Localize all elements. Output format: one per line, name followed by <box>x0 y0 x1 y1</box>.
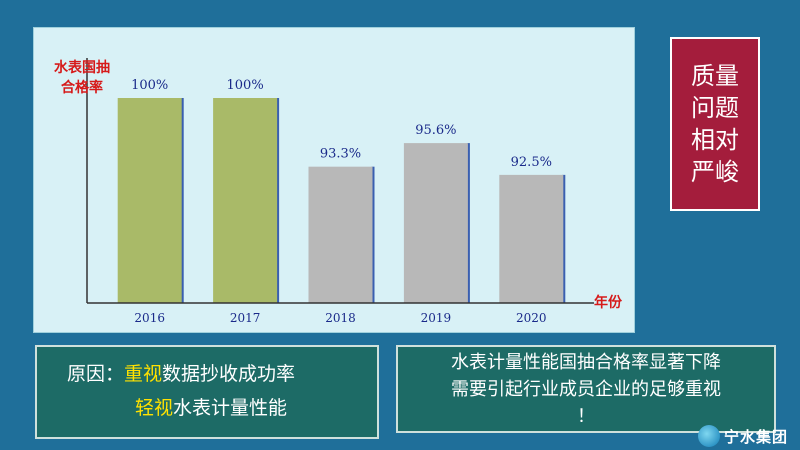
reason-highlight-1: 重视 <box>124 363 163 385</box>
reason-line-2: 轻视水表计量性能 <box>135 393 287 420</box>
reason-prefix: 原因： <box>67 363 125 385</box>
bar-2018 <box>308 166 373 303</box>
reason-text-2: 水表计量性能 <box>173 397 288 419</box>
quality-note-text: 质量 问题 相对 严峻 <box>691 62 739 186</box>
bar-2017 <box>213 98 278 303</box>
reason-highlight-2: 轻视 <box>135 397 174 419</box>
chart-panel: 100% 2016 100% 2017 93.3% 2018 95.6% 2019 92.5% 2… <box>33 27 635 333</box>
bar-edge-2017 <box>276 98 280 303</box>
bar-edge-2018 <box>371 166 375 303</box>
x-tick-label-2019: 2019 <box>421 311 452 325</box>
conclusion-text: 水表计量性能国抽合格率显著下降 需要引起行业成员企业的足够重视 ！ <box>451 351 721 427</box>
bar-value-label-2016: 100% <box>131 78 168 93</box>
bar-chart: 100% 2016 100% 2017 93.3% 2018 95.6% 2019 92.5% 2… <box>86 58 594 325</box>
bar-value-label-2017: 100% <box>227 78 264 93</box>
company-logo: 宁水集团 <box>698 422 798 450</box>
reason-line-1: 原因：重视数据抄收成功率 <box>67 359 295 386</box>
bar-value-label-2020: 92.5% <box>511 155 552 170</box>
y-axis-title: 水表国抽 合格率 <box>54 60 110 96</box>
bar-value-label-2019: 95.6% <box>415 123 456 138</box>
x-axis-title: 年份 <box>594 295 622 311</box>
bar-2020 <box>499 174 564 303</box>
bar-2019 <box>403 143 468 303</box>
bar-value-label-2018: 93.3% <box>320 147 361 162</box>
quality-note-box: 质量 问题 相对 严峻 <box>670 37 760 211</box>
x-tick-label-2018: 2018 <box>325 311 356 325</box>
x-tick-label-2017: 2017 <box>230 311 261 325</box>
conclusion-box: 水表计量性能国抽合格率显著下降 需要引起行业成员企业的足够重视 ！ <box>396 345 776 433</box>
bar-2016 <box>117 98 182 303</box>
bar-edge-2020 <box>562 174 566 303</box>
logo-icon <box>698 425 720 447</box>
bar-edge-2016 <box>180 98 184 303</box>
reason-box: 原因：重视数据抄收成功率 轻视水表计量性能 <box>35 345 379 439</box>
x-tick-label-2016: 2016 <box>134 311 165 325</box>
x-tick-label-2020: 2020 <box>516 311 547 325</box>
reason-text-1: 数据抄收成功率 <box>162 363 296 385</box>
logo-name: 宁水集团 <box>724 427 789 446</box>
bar-edge-2019 <box>466 143 470 303</box>
